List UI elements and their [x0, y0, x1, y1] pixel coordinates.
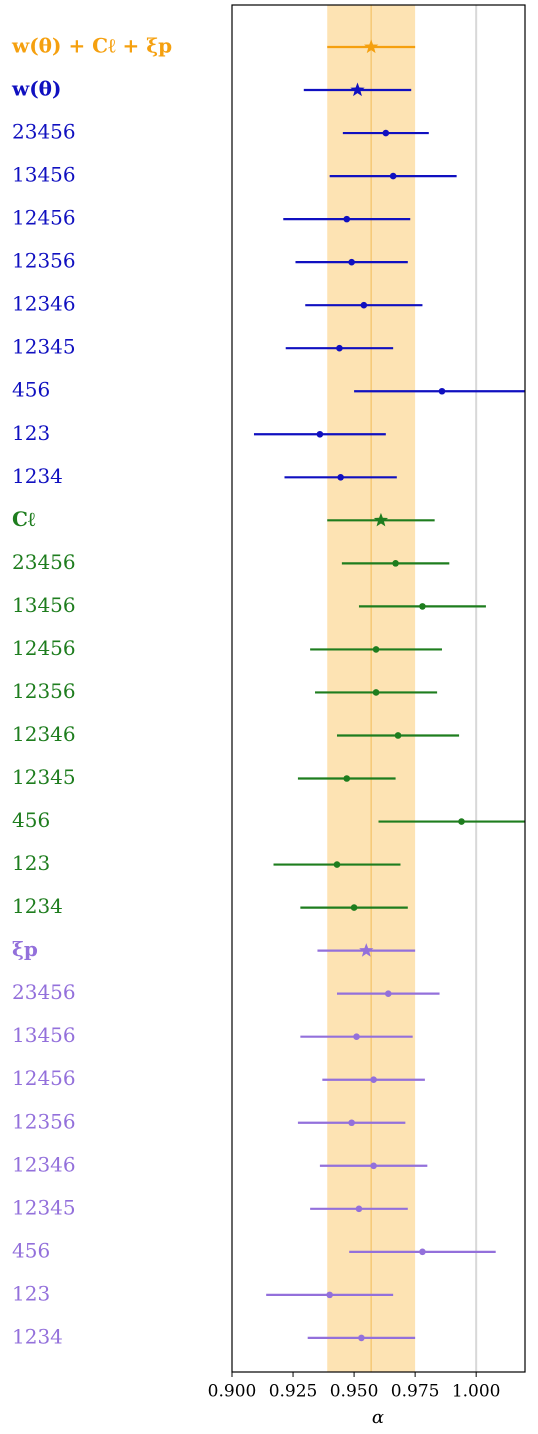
row-label: ξp — [12, 937, 38, 961]
row-label: 1234 — [12, 464, 63, 488]
row-label: w(θ) — [11, 77, 61, 101]
point — [348, 1119, 355, 1127]
row-label: 12345 — [12, 335, 76, 359]
x-axis-label: α — [372, 1407, 384, 1428]
row-label: 12345 — [12, 765, 76, 789]
row-label: 456 — [12, 378, 50, 402]
point — [370, 1162, 377, 1170]
summary-star — [359, 943, 374, 957]
point — [316, 430, 324, 438]
row-label: 12456 — [12, 1066, 76, 1090]
row-label: 12456 — [12, 206, 76, 230]
point — [326, 1291, 333, 1299]
row-label: 13456 — [12, 163, 76, 187]
plot-area — [253, 5, 525, 1372]
row-label: 12346 — [12, 1152, 76, 1176]
point — [343, 775, 351, 782]
point — [348, 258, 355, 266]
row-label: 13456 — [12, 593, 76, 617]
row-label: 456 — [12, 1238, 50, 1262]
point — [394, 732, 402, 739]
point — [392, 560, 399, 567]
row-label: 456 — [12, 808, 50, 832]
summary-star — [373, 512, 389, 527]
row-label: 23456 — [12, 120, 76, 144]
x-tick-label: 0.900 — [208, 1382, 257, 1402]
point — [419, 1248, 426, 1256]
point — [333, 861, 341, 868]
row-label: Cℓ — [12, 507, 36, 531]
axes-frame — [231, 4, 526, 1373]
row-label: 123 — [12, 851, 50, 875]
point — [370, 1076, 377, 1084]
point — [343, 215, 351, 223]
point — [458, 818, 465, 825]
row-label: 23456 — [12, 980, 76, 1004]
point — [358, 1334, 365, 1342]
x-tick-label: 0.925 — [269, 1382, 318, 1402]
row-label: 12356 — [12, 1109, 76, 1133]
point — [336, 344, 343, 352]
row-label: 1234 — [12, 894, 63, 918]
x-tick-label: 0.975 — [391, 1382, 440, 1402]
row-label: 123 — [12, 421, 50, 445]
row-label: 123 — [12, 1281, 50, 1305]
point — [389, 172, 397, 180]
x-tick-label: 0.950 — [330, 1382, 379, 1402]
row-label: 13456 — [12, 1023, 76, 1047]
summary-star — [364, 39, 379, 54]
row-label: 12356 — [12, 679, 76, 703]
row-label: 12345 — [12, 1195, 76, 1219]
point — [372, 689, 380, 696]
point — [372, 646, 380, 653]
row-label: 23456 — [12, 550, 76, 574]
row-label: 12356 — [12, 249, 76, 273]
point — [438, 387, 446, 395]
point — [360, 301, 368, 309]
row-label: 1234 — [12, 1324, 63, 1348]
point — [353, 1033, 360, 1040]
row-label: 12346 — [12, 722, 76, 746]
x-tick-label: 1.000 — [452, 1382, 501, 1402]
summary-star — [350, 82, 365, 97]
point — [384, 990, 392, 997]
point — [382, 129, 390, 137]
row-label: 12456 — [12, 636, 76, 660]
row-label: w(θ) + Cℓ + ξp — [11, 34, 172, 58]
point — [350, 904, 358, 911]
point — [419, 603, 426, 610]
point — [355, 1205, 363, 1213]
row-label: 12346 — [12, 292, 76, 316]
point — [337, 474, 344, 481]
